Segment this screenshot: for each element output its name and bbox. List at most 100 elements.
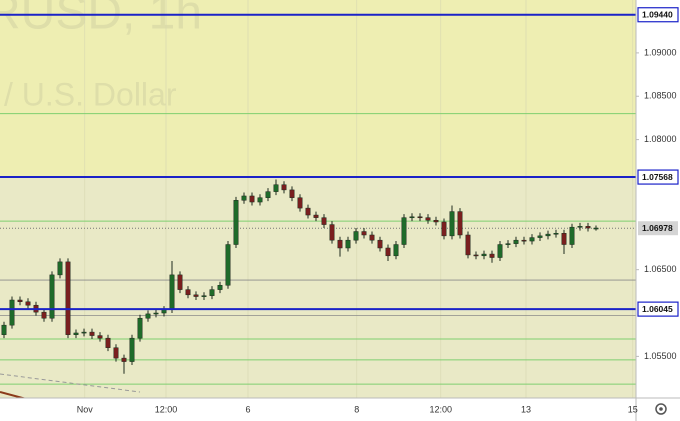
candle-body xyxy=(41,311,47,319)
settings-icon[interactable] xyxy=(655,403,667,415)
candle-body xyxy=(353,231,359,241)
candle-body xyxy=(185,289,191,296)
watermark-subtitle: / U.S. Dollar xyxy=(4,76,177,112)
candle-body xyxy=(497,244,503,258)
x-tick-label: 12:00 xyxy=(155,404,178,414)
candle-body xyxy=(321,217,327,225)
axes: 1.05500 1.06500 1.08000 1.08500 1.09000 1.094… xyxy=(77,7,679,414)
candle-body xyxy=(417,216,423,219)
plot xyxy=(0,0,636,398)
candle-body xyxy=(105,337,111,348)
candle-body xyxy=(361,231,367,236)
price-label-box xyxy=(638,221,678,236)
level-label-box xyxy=(637,301,679,317)
candle-body xyxy=(433,219,439,223)
candle-body xyxy=(17,299,23,303)
candle-body xyxy=(233,200,239,245)
candle-body xyxy=(377,239,383,249)
candle-body xyxy=(137,317,143,339)
price-axis xyxy=(636,0,680,421)
candle-body xyxy=(1,324,7,335)
candle-body xyxy=(473,254,479,257)
candle-body xyxy=(177,274,183,290)
candle-body xyxy=(249,195,255,203)
candle-body xyxy=(385,247,391,257)
candle-body xyxy=(305,207,311,216)
candle-body xyxy=(505,243,511,245)
time-axis xyxy=(0,398,636,421)
candle-body xyxy=(345,239,351,249)
candle-body xyxy=(241,195,247,201)
settings-icon[interactable] xyxy=(655,403,667,415)
candle-body xyxy=(553,233,559,235)
candle-body xyxy=(89,331,95,336)
x-tick-label: 15 xyxy=(628,404,638,414)
candle-body xyxy=(577,226,583,228)
candle-body xyxy=(113,347,119,359)
candle-body xyxy=(465,234,471,256)
candle-body xyxy=(129,337,135,362)
y-tick-label: 1.08000 xyxy=(644,134,677,144)
candle-body xyxy=(481,253,487,257)
candle-body xyxy=(9,299,15,326)
candle-body xyxy=(537,235,543,238)
background xyxy=(0,0,636,398)
y-tick-label: 1.05500 xyxy=(644,351,677,361)
level-label: 1.09440 xyxy=(642,9,673,19)
candle-body xyxy=(289,189,295,198)
level-label: 1.06045 xyxy=(642,304,673,314)
x-tick-label: Nov xyxy=(77,404,94,414)
candle-body xyxy=(529,237,535,242)
y-tick-label: 1.06500 xyxy=(644,264,677,274)
watermark-title: RUSD, 1h xyxy=(0,0,202,40)
candle-body xyxy=(49,274,55,319)
candle-body xyxy=(513,239,519,244)
level-label: 1.07568 xyxy=(642,172,673,182)
candle-body xyxy=(449,211,455,237)
y-tick-label: 1.09000 xyxy=(644,47,677,57)
candle-body xyxy=(521,239,527,242)
zone xyxy=(0,177,636,398)
candle-body xyxy=(97,335,103,339)
level-label-box xyxy=(637,169,679,185)
candle-body xyxy=(65,261,71,335)
candle-body xyxy=(121,357,127,362)
candle-body xyxy=(393,244,399,257)
candle-body xyxy=(569,226,575,245)
candle-body xyxy=(489,253,495,258)
candle-body xyxy=(561,233,567,245)
candle-body xyxy=(409,216,415,219)
zone xyxy=(0,0,636,178)
candle-body xyxy=(337,239,343,249)
candle-body xyxy=(457,211,463,236)
candle-body xyxy=(57,261,63,276)
x-tick-label: 6 xyxy=(245,404,250,414)
candle-body xyxy=(25,301,31,306)
candle-body xyxy=(73,332,79,335)
candle-body xyxy=(201,295,207,297)
settings-icon xyxy=(659,407,663,411)
candle-body xyxy=(425,217,431,221)
candle-body xyxy=(217,285,223,290)
candle-body xyxy=(281,184,287,191)
candle-body xyxy=(81,331,87,334)
x-tick-label: 13 xyxy=(521,404,531,414)
candle-body xyxy=(193,294,199,297)
price-label: 1.06978 xyxy=(642,223,673,233)
candle-body xyxy=(257,197,263,203)
x-tick-label: 12:00 xyxy=(430,404,453,414)
candle-body xyxy=(441,221,447,237)
candle-body xyxy=(369,234,375,241)
candle-body xyxy=(329,224,335,241)
candle-body xyxy=(153,312,159,315)
candle-body xyxy=(209,289,215,296)
candle-body xyxy=(169,274,175,310)
candle-body xyxy=(225,244,231,286)
y-tick-label: 1.08500 xyxy=(644,91,677,101)
candle-body xyxy=(585,226,591,229)
candle-body xyxy=(313,214,319,218)
candle-body xyxy=(545,233,551,237)
candle-body xyxy=(145,313,151,319)
